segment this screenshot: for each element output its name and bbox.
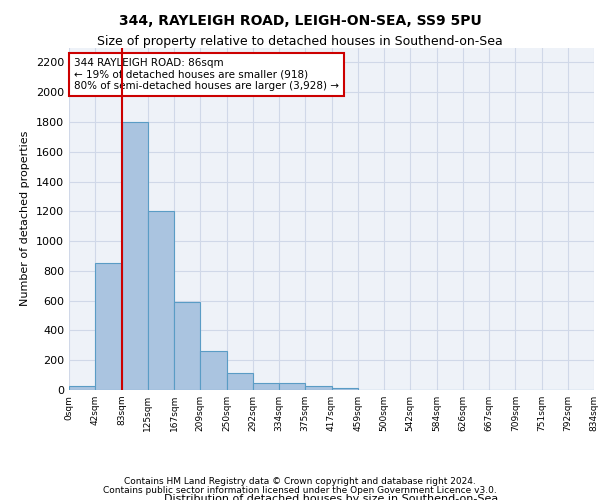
Bar bbox=[95, 264, 121, 390]
Bar bbox=[148, 212, 174, 390]
Bar bbox=[121, 122, 148, 390]
Text: Size of property relative to detached houses in Southend-on-Sea: Size of property relative to detached ho… bbox=[97, 35, 503, 48]
Text: 344, RAYLEIGH ROAD, LEIGH-ON-SEA, SS9 5PU: 344, RAYLEIGH ROAD, LEIGH-ON-SEA, SS9 5P… bbox=[119, 14, 481, 28]
X-axis label: Distribution of detached houses by size in Southend-on-Sea: Distribution of detached houses by size … bbox=[164, 494, 499, 500]
Bar bbox=[200, 352, 227, 390]
Bar bbox=[331, 388, 358, 390]
Text: Contains HM Land Registry data © Crown copyright and database right 2024.: Contains HM Land Registry data © Crown c… bbox=[124, 477, 476, 486]
Bar bbox=[253, 382, 279, 390]
Bar bbox=[305, 386, 331, 390]
Bar bbox=[69, 386, 95, 390]
Y-axis label: Number of detached properties: Number of detached properties bbox=[20, 131, 31, 306]
Bar bbox=[227, 373, 253, 390]
Text: Contains public sector information licensed under the Open Government Licence v3: Contains public sector information licen… bbox=[103, 486, 497, 495]
Bar bbox=[174, 302, 200, 390]
Bar bbox=[279, 384, 305, 390]
Text: 344 RAYLEIGH ROAD: 86sqm
← 19% of detached houses are smaller (918)
80% of semi-: 344 RAYLEIGH ROAD: 86sqm ← 19% of detach… bbox=[74, 58, 339, 91]
